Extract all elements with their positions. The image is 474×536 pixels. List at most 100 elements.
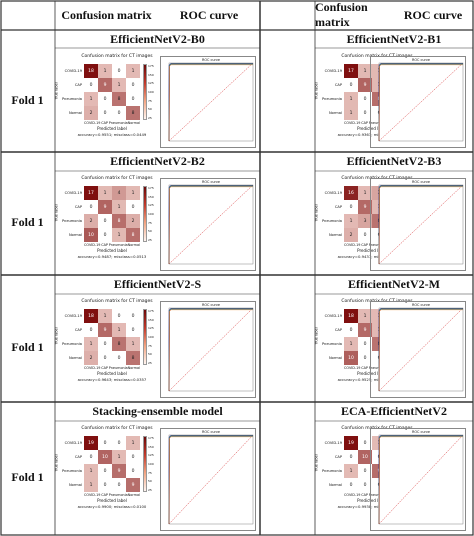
cm-colorbar-tick: 25 bbox=[148, 360, 152, 365]
roc-title: ROC curve bbox=[202, 180, 220, 184]
cm-grid: 18 1 0 0 0 9 1 0 1 0 8 1 2 0 0 8 bbox=[84, 309, 140, 365]
cm-accuracy: accuracy=0.9938; misclass=0.0062 bbox=[337, 504, 407, 509]
cm-colorbar-ticks: 175 150 125 100 75 50 25 bbox=[148, 186, 154, 242]
roc-plot bbox=[168, 434, 254, 525]
cm-title: Confusion matrix for CT images bbox=[81, 426, 153, 431]
roc-plot bbox=[168, 184, 254, 265]
cm-row-label: Normal bbox=[68, 356, 82, 360]
cm-predicted-label: Predicted label bbox=[97, 126, 127, 131]
roc-curve bbox=[378, 436, 463, 525]
cm-cell: 0 bbox=[126, 92, 140, 106]
cm-col-label: COVID-19 bbox=[344, 366, 361, 370]
roc-chance-line bbox=[378, 184, 464, 265]
cm-cell: 17 bbox=[84, 186, 98, 200]
cm-title: Confusion matrix for CT images bbox=[81, 176, 153, 181]
cm-row-label: Pneumonia bbox=[61, 342, 82, 346]
cm-row-labels: COVID-19 CAP Pneumonia Normal bbox=[318, 186, 344, 242]
roc-chart: ROC curve bbox=[370, 301, 466, 398]
cm-cell: 0 bbox=[112, 64, 126, 78]
cm-colorbar-tick: 100 bbox=[148, 89, 154, 94]
cm-colorbar-tick: 175 bbox=[148, 186, 154, 190]
roc-chance-line bbox=[378, 307, 464, 392]
cm-cell: 0 bbox=[84, 200, 98, 214]
cm-cell: 0 bbox=[358, 464, 372, 478]
cm-cell: 0 bbox=[84, 450, 98, 464]
cm-row-label: Pneumonia bbox=[321, 97, 342, 101]
model-title: EfficientNetV2-B0 bbox=[110, 31, 205, 46]
roc-chance-line bbox=[168, 307, 254, 392]
roc-plot bbox=[168, 307, 254, 392]
cm-cell: 1 bbox=[112, 200, 126, 214]
cm-predicted-label: Predicted label bbox=[357, 126, 387, 131]
cm-row-label: CAP bbox=[334, 205, 342, 209]
cm-cell: 0 bbox=[98, 464, 112, 478]
fold-label: Fold 1 bbox=[11, 470, 44, 484]
cm-row-label: Normal bbox=[328, 233, 342, 237]
cm-col-label: Pneumonia bbox=[368, 493, 388, 497]
confusion-matrix: Confusion matrix for CT images True label… bbox=[55, 426, 158, 516]
cm-cell: 1 bbox=[112, 228, 126, 242]
cm-col-label: CAP bbox=[101, 121, 108, 125]
model-title: EfficientNetV2-B2 bbox=[110, 153, 205, 168]
cm-row-label: Pneumonia bbox=[321, 342, 342, 346]
cm-cell: 1 bbox=[112, 323, 126, 337]
cm-col-label: Pneumonia bbox=[108, 121, 128, 125]
cm-row-label: COVID-19 bbox=[64, 69, 82, 73]
confusion-matrix: Confusion matrix for CT images True label… bbox=[55, 176, 158, 266]
roc-chart: ROC curve bbox=[370, 178, 466, 271]
roc-title: ROC curve bbox=[412, 430, 430, 434]
cm-row-label: Normal bbox=[328, 111, 342, 115]
roc-curve bbox=[378, 64, 463, 142]
cm-cell: 9 bbox=[112, 464, 126, 478]
cm-cell: 9 bbox=[358, 323, 372, 337]
cm-colorbar bbox=[143, 309, 147, 365]
cm-cell: 0 bbox=[344, 478, 358, 492]
cm-cell: 18 bbox=[344, 309, 358, 323]
cm-accuracy: accuracy=0.9437; misclass=0.0563 bbox=[337, 254, 407, 259]
cm-row-label: COVID-19 bbox=[324, 191, 342, 195]
cm-cell: 1 bbox=[126, 64, 140, 78]
roc-curve bbox=[168, 436, 253, 525]
roc-plot bbox=[168, 62, 254, 142]
cm-cell: 9 bbox=[98, 323, 112, 337]
cm-cell: 17 bbox=[344, 64, 358, 78]
roc-curve bbox=[378, 186, 463, 265]
cm-cell: 0 bbox=[112, 106, 126, 120]
cm-col-label: CAP bbox=[101, 366, 108, 370]
cm-cell: 0 bbox=[112, 351, 126, 365]
cm-title: Confusion matrix for CT images bbox=[81, 54, 153, 59]
cm-cell: 0 bbox=[344, 450, 358, 464]
cm-row-label: CAP bbox=[334, 83, 342, 87]
roc-chart: ROC curve bbox=[160, 56, 256, 148]
cm-accuracy: accuracy=0.9551; misclass=0.0449 bbox=[77, 132, 147, 137]
roc-plot bbox=[378, 62, 464, 142]
cm-predicted-label: Predicted label bbox=[357, 371, 387, 376]
cm-row-label: Pneumonia bbox=[61, 219, 82, 223]
cm-cell: 1 bbox=[344, 106, 358, 120]
cm-cell: 1 bbox=[126, 186, 140, 200]
cm-cell: 0 bbox=[344, 78, 358, 92]
cm-cell: 0 bbox=[358, 436, 372, 450]
roc-chart: ROC curve bbox=[160, 178, 256, 271]
cm-row-labels: COVID-19 CAP Pneumonia Normal bbox=[318, 309, 344, 365]
cm-cell: 0 bbox=[126, 78, 140, 92]
cm-cell: 9 bbox=[126, 478, 140, 492]
cm-accuracy: accuracy=0.9643; misclass=0.0357 bbox=[77, 377, 147, 382]
cm-cell: 0 bbox=[358, 337, 372, 351]
roc-plot bbox=[378, 184, 464, 265]
cm-cell: 0 bbox=[98, 228, 112, 242]
cm-row-labels: COVID-19 CAP Pneumonia Normal bbox=[58, 64, 84, 120]
cm-cell: 2 bbox=[84, 351, 98, 365]
cm-cell: 18 bbox=[84, 309, 98, 323]
cm-col-label: CAP bbox=[361, 121, 368, 125]
cm-cell: 0 bbox=[358, 478, 372, 492]
roc-chance-line bbox=[168, 434, 254, 525]
cm-cell: 19 bbox=[344, 436, 358, 450]
cm-predicted-label: Predicted label bbox=[97, 248, 127, 253]
cm-cell: 1 bbox=[358, 64, 372, 78]
cm-accuracy: accuracy=0.9525; misclass=0.0475 bbox=[337, 377, 407, 382]
